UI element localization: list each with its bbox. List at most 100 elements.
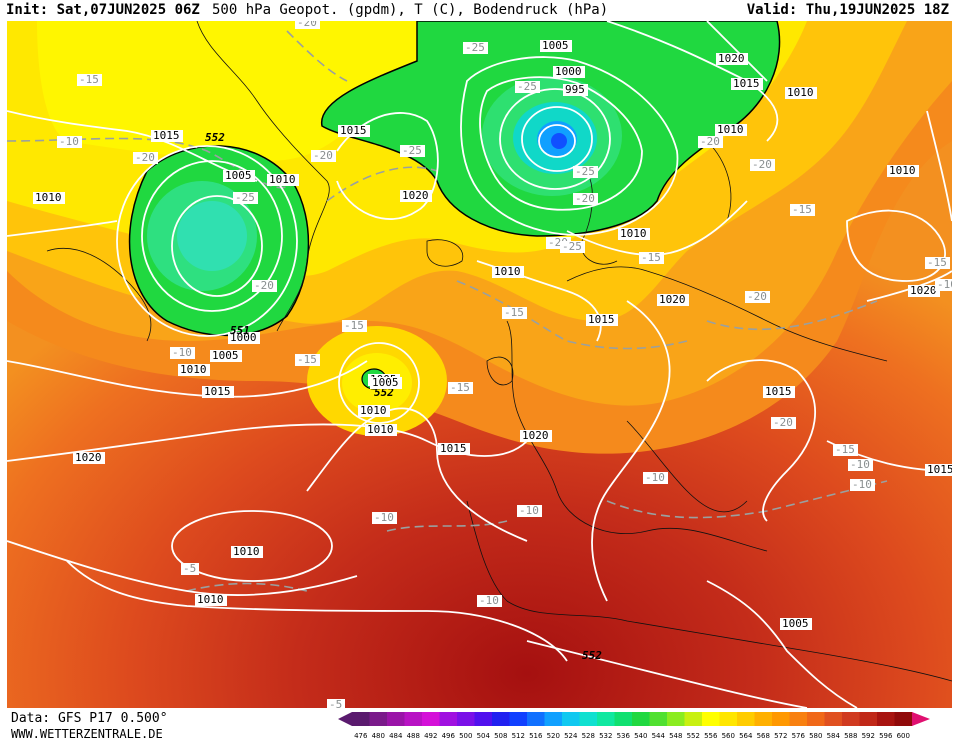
svg-text:1010: 1010 bbox=[889, 164, 916, 177]
svg-text:552: 552 bbox=[582, 649, 602, 662]
temperature-label: -25 bbox=[573, 165, 598, 178]
pressure-label: 552 bbox=[205, 131, 225, 144]
scale-tick-label: 532 bbox=[599, 732, 613, 740]
scale-tick-label: 592 bbox=[861, 732, 875, 740]
scale-swatch bbox=[754, 712, 773, 726]
svg-text:-15: -15 bbox=[297, 353, 317, 366]
svg-text:-20: -20 bbox=[747, 290, 767, 303]
scale-swatch bbox=[772, 712, 790, 726]
temperature-label: -15 bbox=[342, 319, 367, 332]
temperature-label: -10 bbox=[850, 478, 875, 491]
temperature-label: -25 bbox=[515, 80, 540, 93]
temperature-label: -15 bbox=[77, 73, 102, 86]
scale-swatch bbox=[632, 712, 650, 726]
svg-text:-20: -20 bbox=[700, 135, 720, 148]
temperature-label: -20 bbox=[311, 149, 336, 162]
pressure-label: 1010 bbox=[887, 164, 919, 177]
temperature-label: -25 bbox=[400, 144, 425, 157]
init-time: Init: Sat,07JUN2025 06Z bbox=[6, 2, 200, 18]
temperature-label: -15 bbox=[295, 353, 320, 366]
temperature-label: -15 bbox=[833, 443, 858, 456]
temperature-label: -5 bbox=[327, 698, 345, 708]
svg-text:1015: 1015 bbox=[588, 313, 615, 326]
svg-text:1010: 1010 bbox=[197, 593, 224, 606]
scale-swatch bbox=[894, 712, 913, 726]
temperature-label: -5 bbox=[181, 562, 199, 575]
svg-text:-5: -5 bbox=[183, 562, 196, 575]
scale-tick-label: 528 bbox=[581, 732, 595, 740]
pressure-label: 1020 bbox=[716, 52, 748, 65]
svg-text:552: 552 bbox=[374, 386, 394, 399]
scale-swatch bbox=[457, 712, 475, 726]
svg-text:-25: -25 bbox=[235, 191, 255, 204]
cyan-core-west-inner bbox=[177, 201, 247, 271]
scale-tick-label: 560 bbox=[721, 732, 735, 740]
svg-text:-20: -20 bbox=[254, 279, 274, 292]
scale-swatch bbox=[719, 712, 738, 726]
svg-text:-20: -20 bbox=[135, 151, 155, 164]
temperature-label: -10 bbox=[935, 278, 952, 291]
pressure-label: 1015 bbox=[925, 463, 952, 476]
svg-text:1005: 1005 bbox=[212, 349, 239, 362]
pressure-label: 1020 bbox=[908, 284, 940, 297]
pressure-label: 1010 bbox=[618, 227, 650, 240]
temperature-label-layer: -25 -20 -25 -20 -25 -25 -20 -15 -10 -20 -15 -20 -25 -… bbox=[57, 21, 952, 708]
scale-swatch bbox=[404, 712, 423, 726]
svg-text:1020: 1020 bbox=[659, 293, 686, 306]
temperature-label: -10 bbox=[372, 511, 397, 524]
pressure-label: 995 bbox=[563, 83, 588, 96]
temperature-label: -15 bbox=[925, 256, 950, 269]
svg-text:-15: -15 bbox=[344, 319, 364, 332]
svg-text:1010: 1010 bbox=[360, 404, 387, 417]
svg-text:-15: -15 bbox=[79, 73, 99, 86]
pressure-label: 1020 bbox=[73, 451, 105, 464]
scale-tick-label: 572 bbox=[774, 732, 788, 740]
svg-text:-10: -10 bbox=[645, 471, 665, 484]
pressure-label: 1005 bbox=[370, 376, 402, 389]
scale-swatch bbox=[597, 712, 615, 726]
svg-text:1005: 1005 bbox=[542, 39, 569, 52]
svg-text:1020: 1020 bbox=[522, 429, 549, 442]
temperature-label: -10 bbox=[517, 504, 542, 517]
svg-text:-10: -10 bbox=[852, 478, 872, 491]
temperature-label: -10 bbox=[170, 346, 195, 359]
scale-swatch bbox=[492, 712, 510, 726]
svg-text:995: 995 bbox=[565, 83, 585, 96]
svg-text:1005: 1005 bbox=[782, 617, 809, 630]
svg-text:-10: -10 bbox=[519, 504, 539, 517]
svg-text:1020: 1020 bbox=[402, 189, 429, 202]
temperature-label: -20 bbox=[698, 135, 723, 148]
pressure-label: 1015 bbox=[202, 385, 234, 398]
pressure-label: 1020 bbox=[520, 429, 552, 442]
pressure-label: 1015 bbox=[338, 124, 370, 137]
scale-tick-label: 516 bbox=[529, 732, 543, 740]
scale-tick-label: 536 bbox=[616, 732, 630, 740]
pressure-label: 1010 bbox=[492, 265, 524, 278]
svg-text:-25: -25 bbox=[562, 240, 582, 253]
pressure-label: 1005 bbox=[780, 617, 812, 630]
svg-text:-15: -15 bbox=[641, 251, 661, 264]
svg-text:-20: -20 bbox=[752, 158, 772, 171]
svg-text:1010: 1010 bbox=[367, 423, 394, 436]
scale-tick-label: 520 bbox=[546, 732, 560, 740]
pressure-label: 1015 bbox=[731, 77, 763, 90]
pressure-label: 1010 bbox=[785, 86, 817, 99]
svg-text:1005: 1005 bbox=[372, 376, 399, 389]
pressure-label: 1000 bbox=[553, 65, 585, 78]
pressure-label: 552 bbox=[374, 386, 394, 399]
svg-text:1020: 1020 bbox=[75, 451, 102, 464]
temperature-label: -15 bbox=[639, 251, 664, 264]
scale-swatch bbox=[439, 712, 458, 726]
scale-swatch bbox=[369, 712, 388, 726]
temperature-label: -20 bbox=[573, 192, 598, 205]
svg-text:-15: -15 bbox=[927, 256, 947, 269]
temperature-label: -20 bbox=[745, 290, 770, 303]
svg-text:1010: 1010 bbox=[35, 191, 62, 204]
temperature-label: -20 bbox=[295, 21, 320, 29]
pressure-label: 1010 bbox=[178, 363, 210, 376]
svg-text:1015: 1015 bbox=[733, 77, 760, 90]
scale-tick-label: 564 bbox=[739, 732, 753, 740]
pressure-label: 1010 bbox=[33, 191, 65, 204]
data-source: Data: GFS P17 0.500° bbox=[11, 711, 168, 726]
